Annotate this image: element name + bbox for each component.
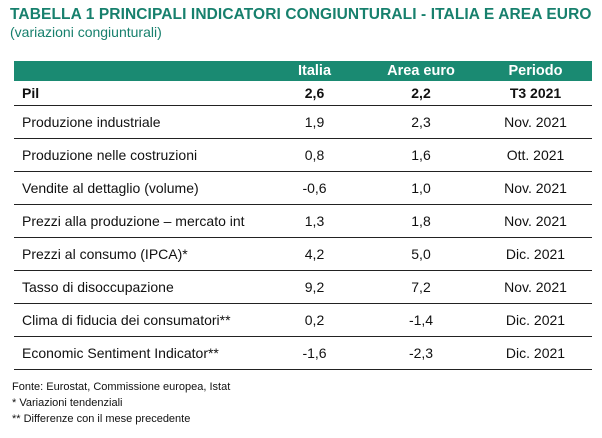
row-label: Produzione industriale — [14, 105, 266, 139]
cell-italia: 9,2 — [266, 270, 363, 304]
cell-periodo: T3 2021 — [479, 81, 592, 106]
table-title: TABELLA 1 PRINCIPALI INDICATORI CONGIUNT… — [10, 6, 592, 23]
cell-area-euro: 2,2 — [363, 81, 479, 106]
header-area-euro: Area euro — [363, 61, 479, 81]
cell-area-euro: 2,3 — [363, 105, 479, 139]
table-row: Economic Sentiment Indicator** -1,6 -2,3… — [14, 336, 592, 370]
table-row: Produzione industriale 1,9 2,3 Nov. 2021 — [14, 105, 592, 139]
cell-area-euro: 1,8 — [363, 204, 479, 238]
cell-periodo: Nov. 2021 — [479, 105, 592, 139]
cell-area-euro: 5,0 — [363, 237, 479, 271]
cell-italia: -0,6 — [266, 171, 363, 205]
table-row: Prezzi al consumo (IPCA)* 4,2 5,0 Dic. 2… — [14, 237, 592, 271]
cell-periodo: Dic. 2021 — [479, 303, 592, 337]
header-italia: Italia — [266, 61, 363, 81]
cell-periodo: Ott. 2021 — [479, 138, 592, 172]
row-label: Prezzi alla produzione – mercato int — [14, 204, 266, 238]
cell-italia: 0,2 — [266, 303, 363, 337]
cell-area-euro: -1,4 — [363, 303, 479, 337]
table-row: Produzione nelle costruzioni 0,8 1,6 Ott… — [14, 138, 592, 172]
cell-area-euro: 1,0 — [363, 171, 479, 205]
row-label: Pil — [14, 81, 266, 106]
header-row: Italia Area euro Periodo — [14, 61, 592, 81]
cell-italia: -1,6 — [266, 336, 363, 370]
footnote-asterisk: * Variazioni tendenziali — [12, 397, 123, 409]
cell-periodo: Nov. 2021 — [479, 171, 592, 205]
header-periodo: Periodo — [479, 61, 592, 81]
table-row: Vendite al dettaglio (volume) -0,6 1,0 N… — [14, 171, 592, 205]
table-row: Clima di fiducia dei consumatori** 0,2 -… — [14, 303, 592, 337]
cell-italia: 0,8 — [266, 138, 363, 172]
row-label: Tasso di disoccupazione — [14, 270, 266, 304]
cell-italia: 1,9 — [266, 105, 363, 139]
row-label: Prezzi al consumo (IPCA)* — [14, 237, 266, 271]
indicators-table: Italia Area euro Periodo Pil 2,6 2,2 T3 … — [14, 61, 592, 370]
footnotes: Fonte: Eurostat, Commissione europea, Is… — [12, 379, 230, 427]
cell-area-euro: 7,2 — [363, 270, 479, 304]
cell-area-euro: 1,6 — [363, 138, 479, 172]
cell-italia: 1,3 — [266, 204, 363, 238]
cell-area-euro: -2,3 — [363, 336, 479, 370]
cell-periodo: Nov. 2021 — [479, 270, 592, 304]
cell-periodo: Nov. 2021 — [479, 204, 592, 238]
table-row: Prezzi alla produzione – mercato int 1,3… — [14, 204, 592, 238]
cell-italia: 2,6 — [266, 81, 363, 106]
footnote-double-asterisk: ** Differenze con il mese precedente — [12, 413, 191, 425]
source-note: Fonte: Eurostat, Commissione europea, Is… — [12, 381, 231, 393]
header-label — [14, 61, 266, 81]
row-label: Clima di fiducia dei consumatori** — [14, 303, 266, 337]
cell-italia: 4,2 — [266, 237, 363, 271]
cell-periodo: Dic. 2021 — [479, 336, 592, 370]
row-label: Produzione nelle costruzioni — [14, 138, 266, 172]
row-label: Economic Sentiment Indicator** — [14, 336, 266, 370]
cell-periodo: Dic. 2021 — [479, 237, 592, 271]
table-row: Pil 2,6 2,2 T3 2021 — [14, 81, 592, 106]
row-label: Vendite al dettaglio (volume) — [14, 171, 266, 205]
table-row: Tasso di disoccupazione 9,2 7,2 Nov. 202… — [14, 270, 592, 304]
table-subtitle: (variazioni congiunturali) — [10, 24, 162, 40]
